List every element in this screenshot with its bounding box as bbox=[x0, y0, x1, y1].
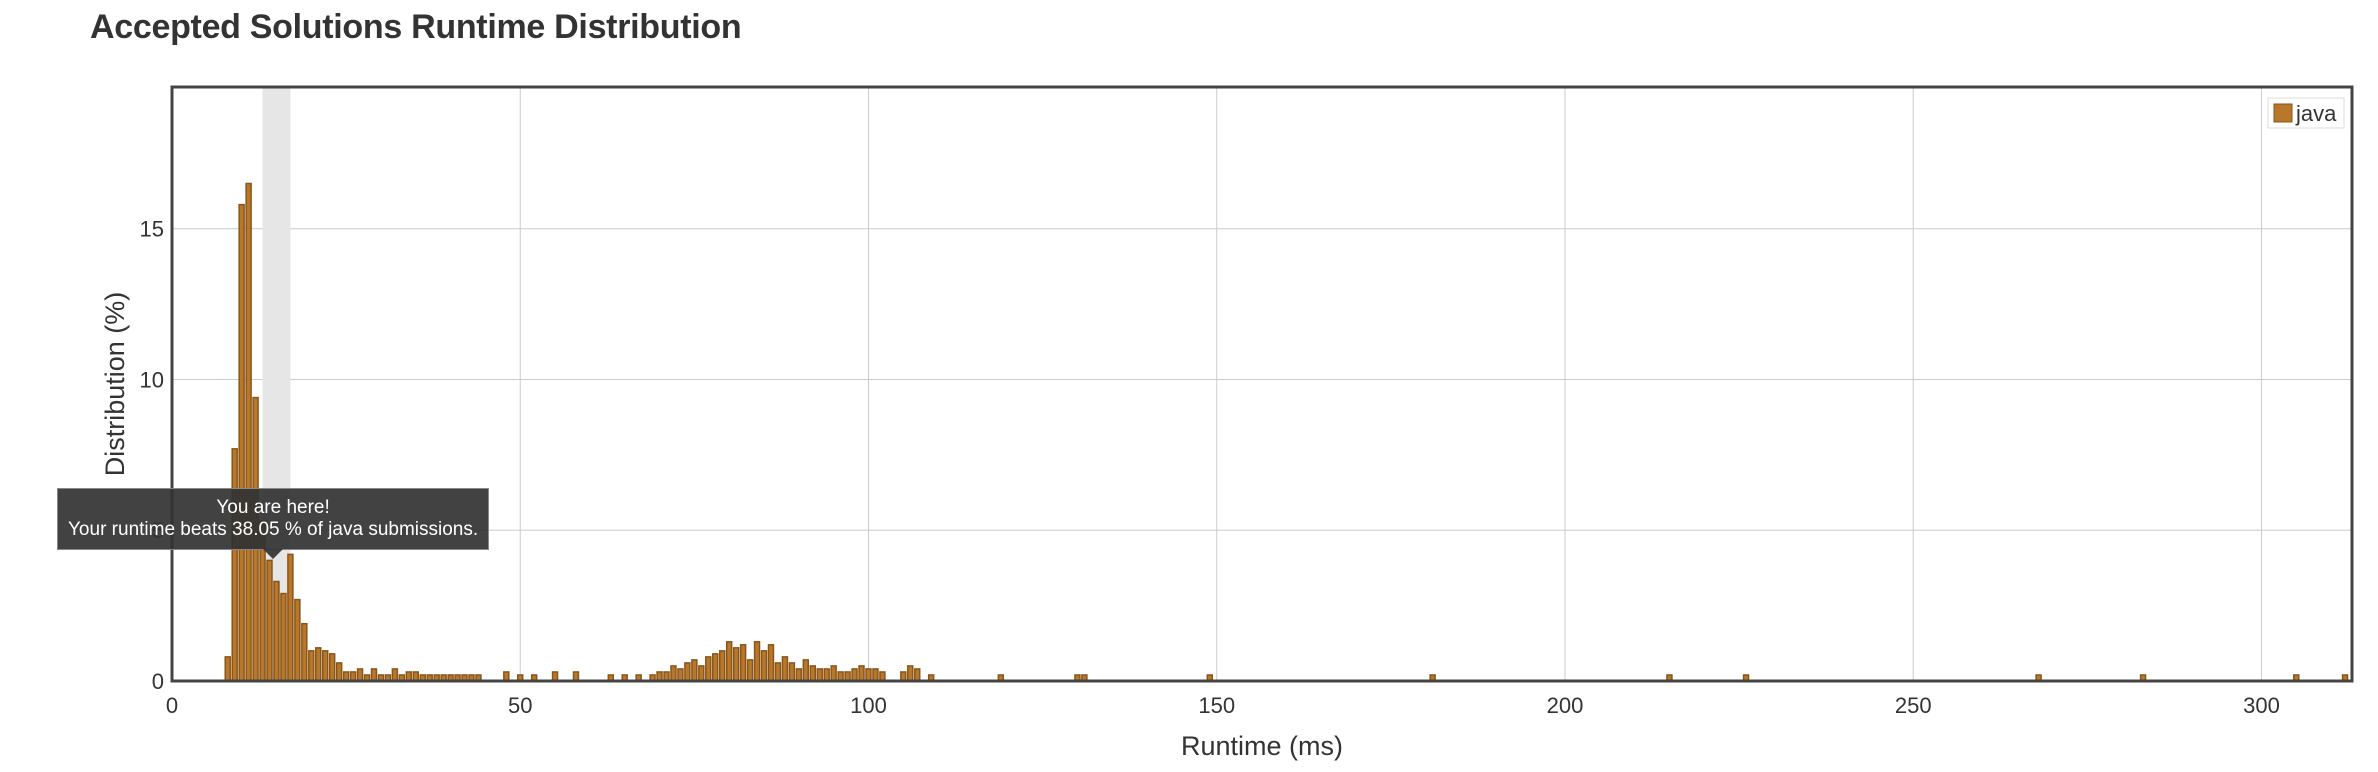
x-tick-label: 50 bbox=[508, 693, 532, 718]
bar-java[interactable] bbox=[816, 668, 823, 682]
bar-java[interactable] bbox=[266, 559, 273, 682]
bar-java[interactable] bbox=[705, 656, 712, 682]
x-tick-label: 150 bbox=[1198, 693, 1235, 718]
gridlines bbox=[172, 87, 2352, 681]
bar-java[interactable] bbox=[732, 647, 740, 682]
bar-java[interactable] bbox=[788, 662, 796, 682]
y-axis-ticks: 051015 bbox=[140, 217, 164, 694]
y-tick-label: 0 bbox=[152, 669, 164, 694]
bar-java[interactable] bbox=[746, 659, 754, 682]
bar-java[interactable] bbox=[858, 665, 865, 682]
legend-label-java[interactable]: java bbox=[2295, 101, 2337, 126]
x-axis-ticks: 0 50 100 150 200 250 300 bbox=[166, 693, 2280, 718]
bar-java[interactable] bbox=[280, 592, 287, 682]
y-tick-label: 15 bbox=[140, 217, 164, 242]
bar-java[interactable] bbox=[914, 668, 921, 682]
x-tick-label: 200 bbox=[1547, 693, 1584, 718]
bar-java[interactable] bbox=[321, 650, 329, 682]
bar-java[interactable] bbox=[273, 580, 280, 682]
bar-java[interactable] bbox=[760, 650, 768, 682]
you-are-here-tooltip: You are here! Your runtime beats 38.05 %… bbox=[57, 488, 490, 559]
bar-java[interactable] bbox=[781, 656, 789, 682]
bar-java[interactable] bbox=[698, 665, 705, 682]
y-tick-label: 10 bbox=[140, 367, 164, 392]
bar-java[interactable] bbox=[356, 668, 364, 682]
bars-java bbox=[224, 182, 2349, 682]
bar-java[interactable] bbox=[238, 203, 245, 682]
x-tick-label: 250 bbox=[1895, 693, 1932, 718]
bar-java[interactable] bbox=[328, 653, 336, 682]
bar-java[interactable] bbox=[739, 644, 747, 682]
legend-swatch-java[interactable] bbox=[2273, 103, 2293, 123]
bar-java[interactable] bbox=[691, 659, 698, 682]
bar-java[interactable] bbox=[865, 668, 872, 682]
bar-java[interactable] bbox=[245, 182, 252, 682]
x-tick-label: 0 bbox=[166, 693, 178, 718]
x-tick-label: 100 bbox=[850, 693, 887, 718]
bar-java[interactable] bbox=[308, 650, 315, 682]
bar-java[interactable] bbox=[767, 644, 775, 682]
bar-java[interactable] bbox=[301, 622, 308, 682]
x-axis-label: Runtime (ms) bbox=[1181, 731, 1343, 761]
bar-java[interactable] bbox=[370, 668, 378, 682]
bar-java[interactable] bbox=[335, 662, 343, 682]
bar-java[interactable] bbox=[851, 668, 858, 682]
bar-java[interactable] bbox=[774, 662, 782, 682]
bar-java[interactable] bbox=[231, 448, 238, 682]
bar-java[interactable] bbox=[830, 665, 837, 682]
bar-java[interactable] bbox=[287, 553, 294, 682]
bar-java[interactable] bbox=[712, 653, 719, 682]
bar-java[interactable] bbox=[802, 659, 810, 682]
bar-java[interactable] bbox=[224, 656, 231, 682]
bar-java[interactable] bbox=[294, 598, 301, 682]
bar-java[interactable] bbox=[391, 668, 399, 682]
tooltip-title: You are here! bbox=[216, 497, 330, 518]
page-title: Accepted Solutions Runtime Distribution bbox=[90, 8, 742, 46]
bar-java[interactable] bbox=[670, 665, 677, 682]
bar-java[interactable] bbox=[872, 668, 879, 682]
tooltip-message: Your runtime beats 38.05 % of java submi… bbox=[68, 519, 479, 540]
x-tick-label: 300 bbox=[2243, 693, 2280, 718]
plot-frame bbox=[170, 85, 2354, 683]
bar-java[interactable] bbox=[795, 668, 803, 682]
legend[interactable]: java bbox=[2267, 97, 2345, 129]
bar-java[interactable] bbox=[823, 668, 830, 682]
bar-java[interactable] bbox=[753, 641, 761, 682]
bar-java[interactable] bbox=[684, 662, 691, 682]
bar-java[interactable] bbox=[725, 641, 733, 682]
bar-java[interactable] bbox=[315, 647, 322, 682]
bar-java[interactable] bbox=[907, 665, 914, 682]
bar-java[interactable] bbox=[677, 668, 684, 682]
bar-java[interactable] bbox=[718, 650, 726, 682]
bar-java[interactable] bbox=[809, 665, 816, 682]
y-axis-label: Distribution (%) bbox=[100, 292, 130, 477]
